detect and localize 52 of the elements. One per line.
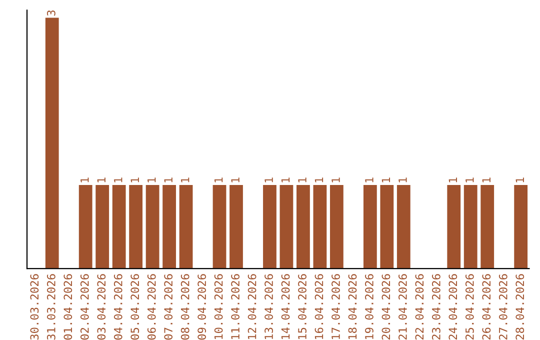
x-tick-label: 05.04.2026	[130, 274, 140, 340]
data-label: 1	[130, 178, 139, 182]
x-tick-label: 14.04.2026	[281, 274, 290, 340]
x-tick-label: 08.04.2026	[180, 274, 190, 340]
data-label: 1	[382, 178, 390, 182]
data-label: 1	[516, 178, 524, 182]
x-tick-label: 06.04.2026	[147, 274, 156, 340]
x-tick-label: 13.04.2026	[264, 274, 273, 340]
data-label: 1	[231, 178, 240, 182]
x-tick-label: 23.04.2026	[432, 274, 440, 340]
x-tick-label: 31.03.2026	[46, 274, 56, 340]
x-tick-label: 01.04.2026	[64, 274, 72, 340]
data-label: 1	[482, 178, 490, 182]
x-tick-label: 20.04.2026	[382, 274, 390, 340]
data-label: 3	[46, 10, 56, 16]
x-tick-label: 16.04.2026	[314, 274, 324, 340]
data-label: 1	[80, 178, 89, 182]
data-label: 1	[365, 178, 374, 182]
x-tick-label: 19.04.2026	[365, 274, 374, 340]
x-tick-label: 09.04.2026	[198, 274, 206, 340]
x-tick-label: 18.04.2026	[348, 274, 357, 340]
x-tick-label: 12.04.2026	[248, 274, 256, 340]
x-tick-label: 24.04.2026	[448, 274, 458, 340]
x-tick-label: 22.04.2026	[415, 274, 424, 340]
x-tick-label: 11.04.2026	[231, 274, 240, 340]
data-label: 1	[148, 178, 156, 182]
data-label: 1	[281, 178, 290, 182]
data-label: 1	[264, 178, 273, 182]
x-tick-label: 30.03.2026	[30, 274, 39, 340]
x-tick-label: 25.04.2026	[465, 274, 474, 340]
data-label: 1	[298, 178, 306, 182]
data-label: 1	[332, 178, 340, 182]
data-label: 1	[97, 178, 106, 182]
data-label: 1	[314, 178, 324, 182]
x-tick-label: 02.04.2026	[80, 274, 89, 340]
data-label: 1	[448, 178, 457, 182]
x-tick-label: 15.04.2026	[298, 274, 306, 340]
data-label: 1	[214, 178, 223, 182]
data-label: 1	[466, 178, 474, 182]
data-label: 1	[114, 178, 122, 182]
data-label: 1	[398, 178, 407, 182]
x-tick-label: 03.04.2026	[97, 274, 106, 340]
data-label: 1	[164, 178, 172, 182]
x-tick-label: 04.04.2026	[114, 274, 122, 340]
x-tick-label: 10.04.2026	[214, 274, 223, 340]
x-tick-label: 28.04.2026	[516, 274, 524, 340]
x-tick-label: 26.04.2026	[482, 274, 491, 340]
x-tick-label: 07.04.2026	[164, 274, 173, 340]
x-tick-label: 27.04.2026	[498, 274, 508, 340]
x-tick-label: 21.04.2026	[398, 274, 407, 340]
x-tick-label: 17.04.2026	[332, 274, 340, 340]
data-label: 1	[181, 178, 190, 182]
